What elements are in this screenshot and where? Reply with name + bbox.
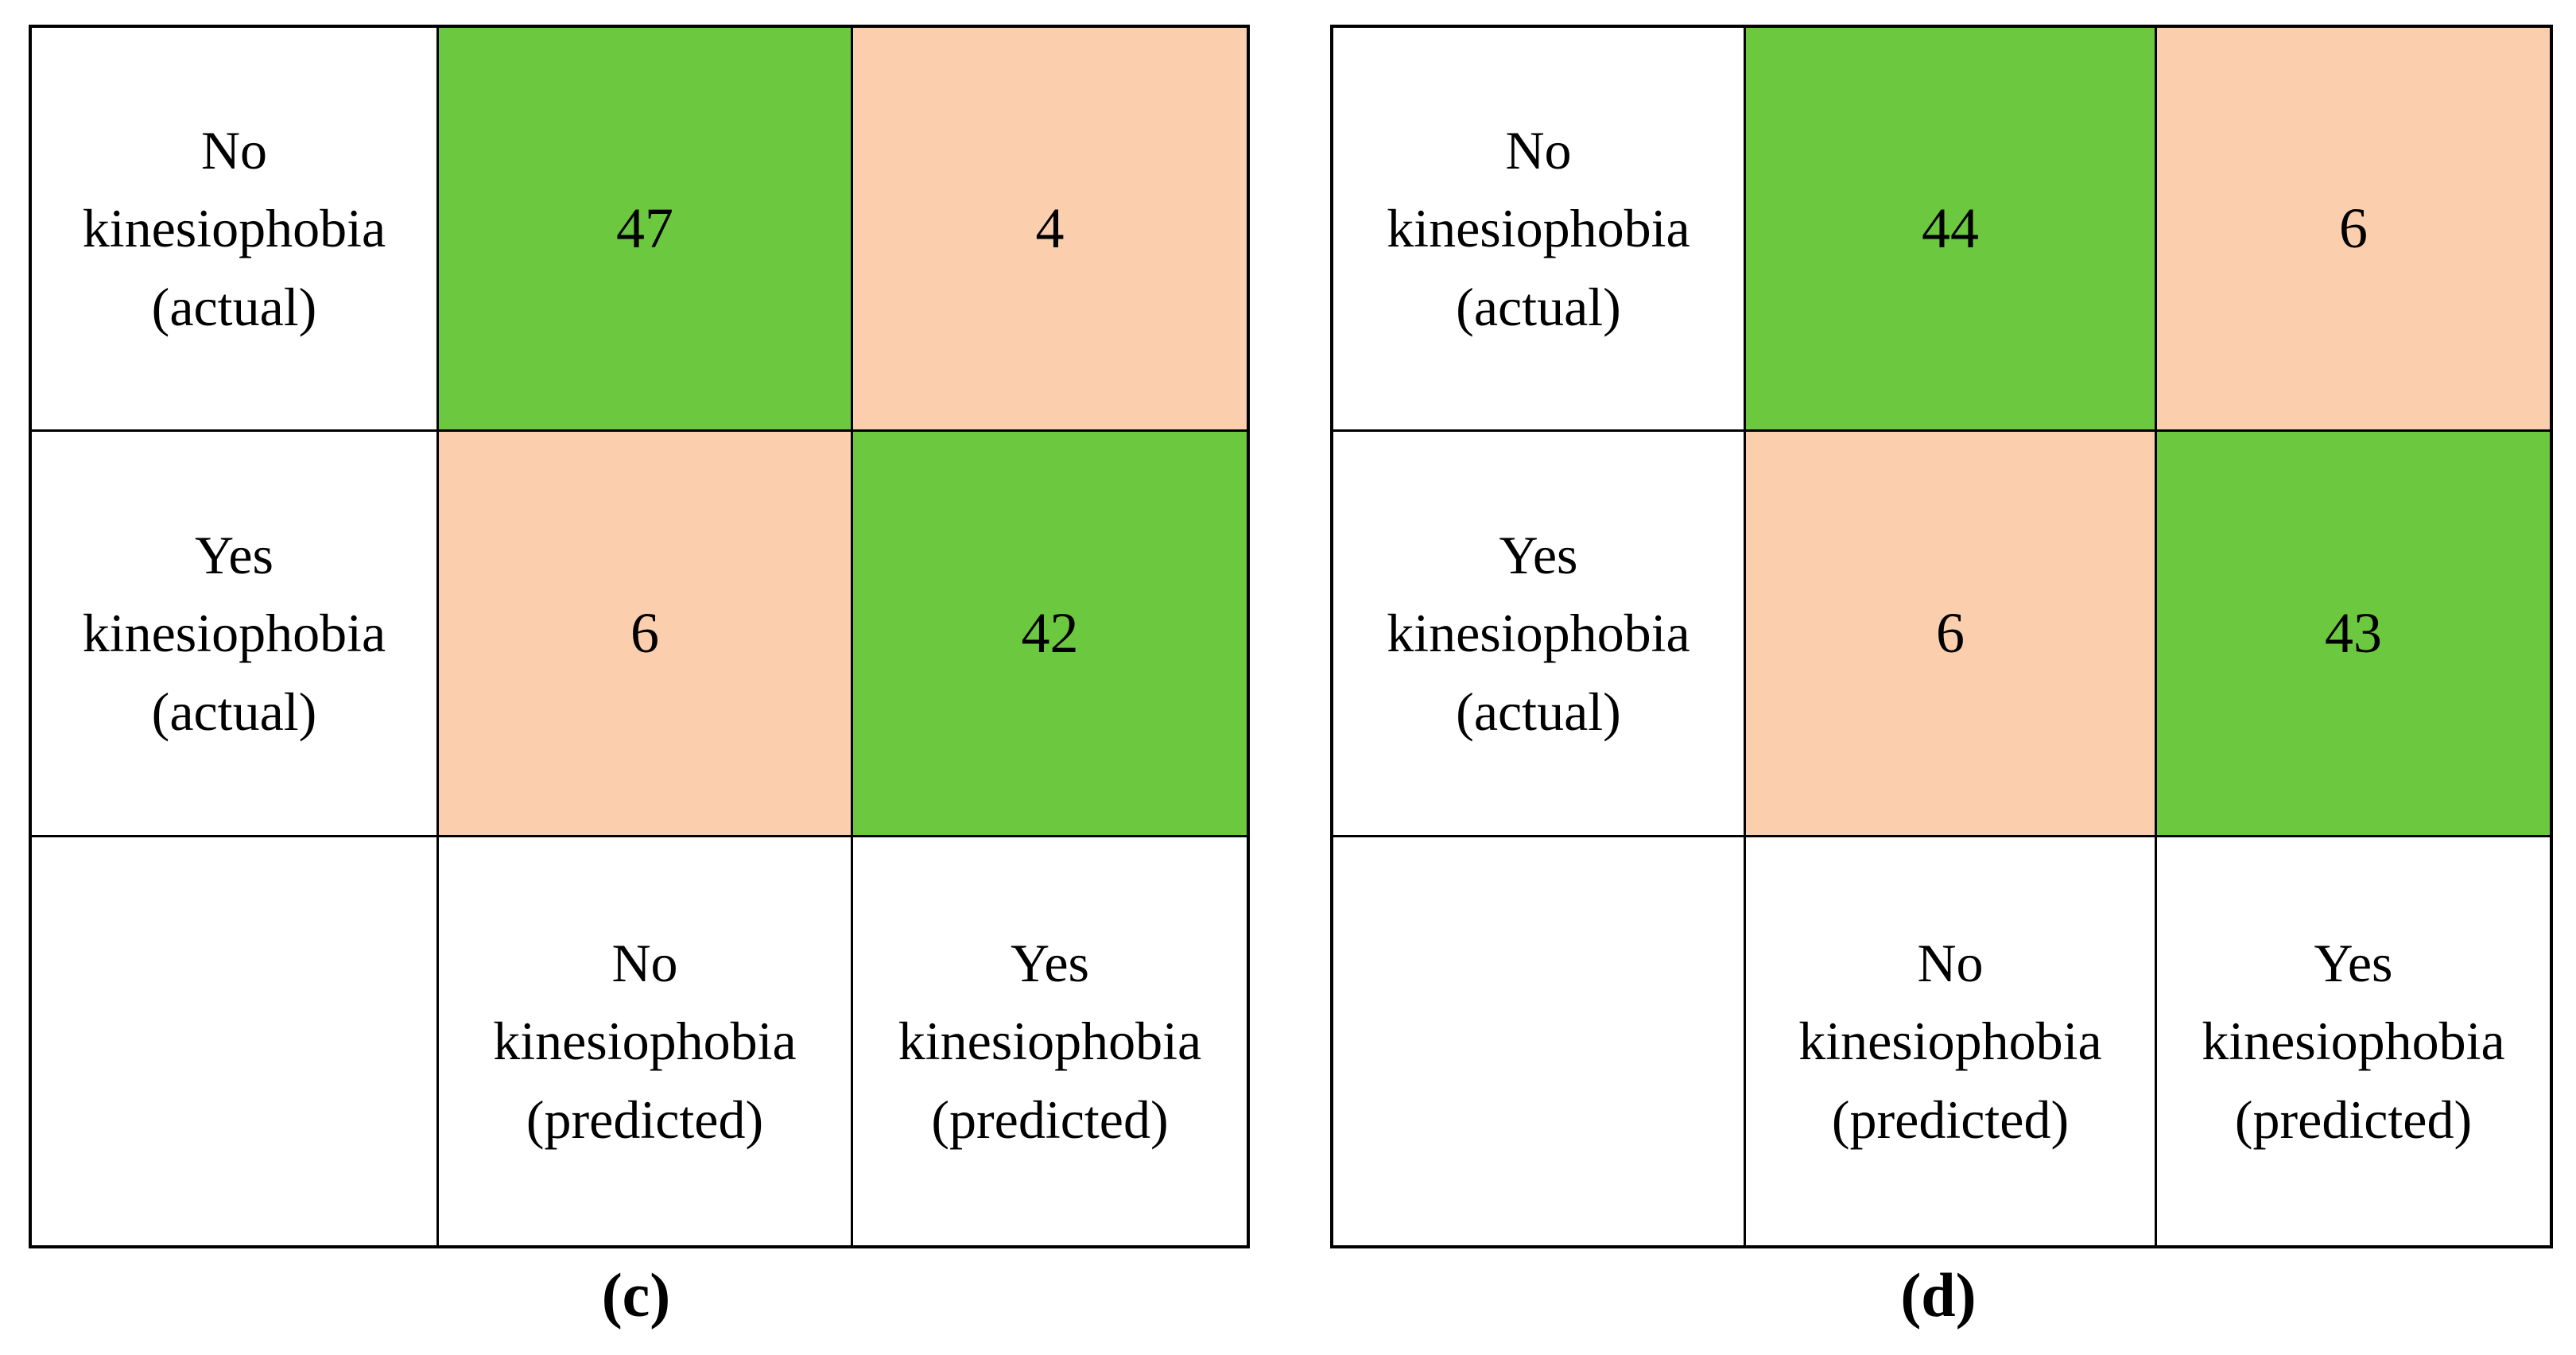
col-label-predicted-yes: Yes kinesiophobia (predicted): [853, 837, 1247, 1245]
col-label-predicted-yes: Yes kinesiophobia (predicted): [2157, 837, 2550, 1245]
cell-actual-no-predicted-yes: 4: [853, 28, 1247, 432]
row-label-actual-yes: Yes kinesiophobia (actual): [32, 432, 439, 837]
caption-c: (c): [601, 1260, 671, 1330]
cell-actual-no-predicted-no: 44: [1746, 28, 2157, 432]
cell-actual-yes-predicted-no: 6: [1746, 432, 2157, 837]
col-label-predicted-no: No kinesiophobia (predicted): [1746, 837, 2157, 1245]
empty-corner-cell: [32, 837, 439, 1245]
cell-actual-yes-predicted-yes: 42: [853, 432, 1247, 837]
confusion-matrix-d: No kinesiophobia (actual) 44 6 Yes kines…: [1330, 25, 2553, 1248]
cell-actual-no-predicted-yes: 6: [2157, 28, 2550, 432]
confusion-matrix-c: No kinesiophobia (actual) 47 4 Yes kines…: [29, 25, 1250, 1248]
empty-corner-cell: [1333, 837, 1746, 1245]
caption-d: (d): [1900, 1260, 1977, 1330]
cell-actual-yes-predicted-no: 6: [439, 432, 853, 837]
row-label-actual-no: No kinesiophobia (actual): [32, 28, 439, 432]
col-label-predicted-no: No kinesiophobia (predicted): [439, 837, 853, 1245]
row-label-actual-yes: Yes kinesiophobia (actual): [1333, 432, 1746, 837]
cell-actual-yes-predicted-yes: 43: [2157, 432, 2550, 837]
cell-actual-no-predicted-no: 47: [439, 28, 853, 432]
row-label-actual-no: No kinesiophobia (actual): [1333, 28, 1746, 432]
